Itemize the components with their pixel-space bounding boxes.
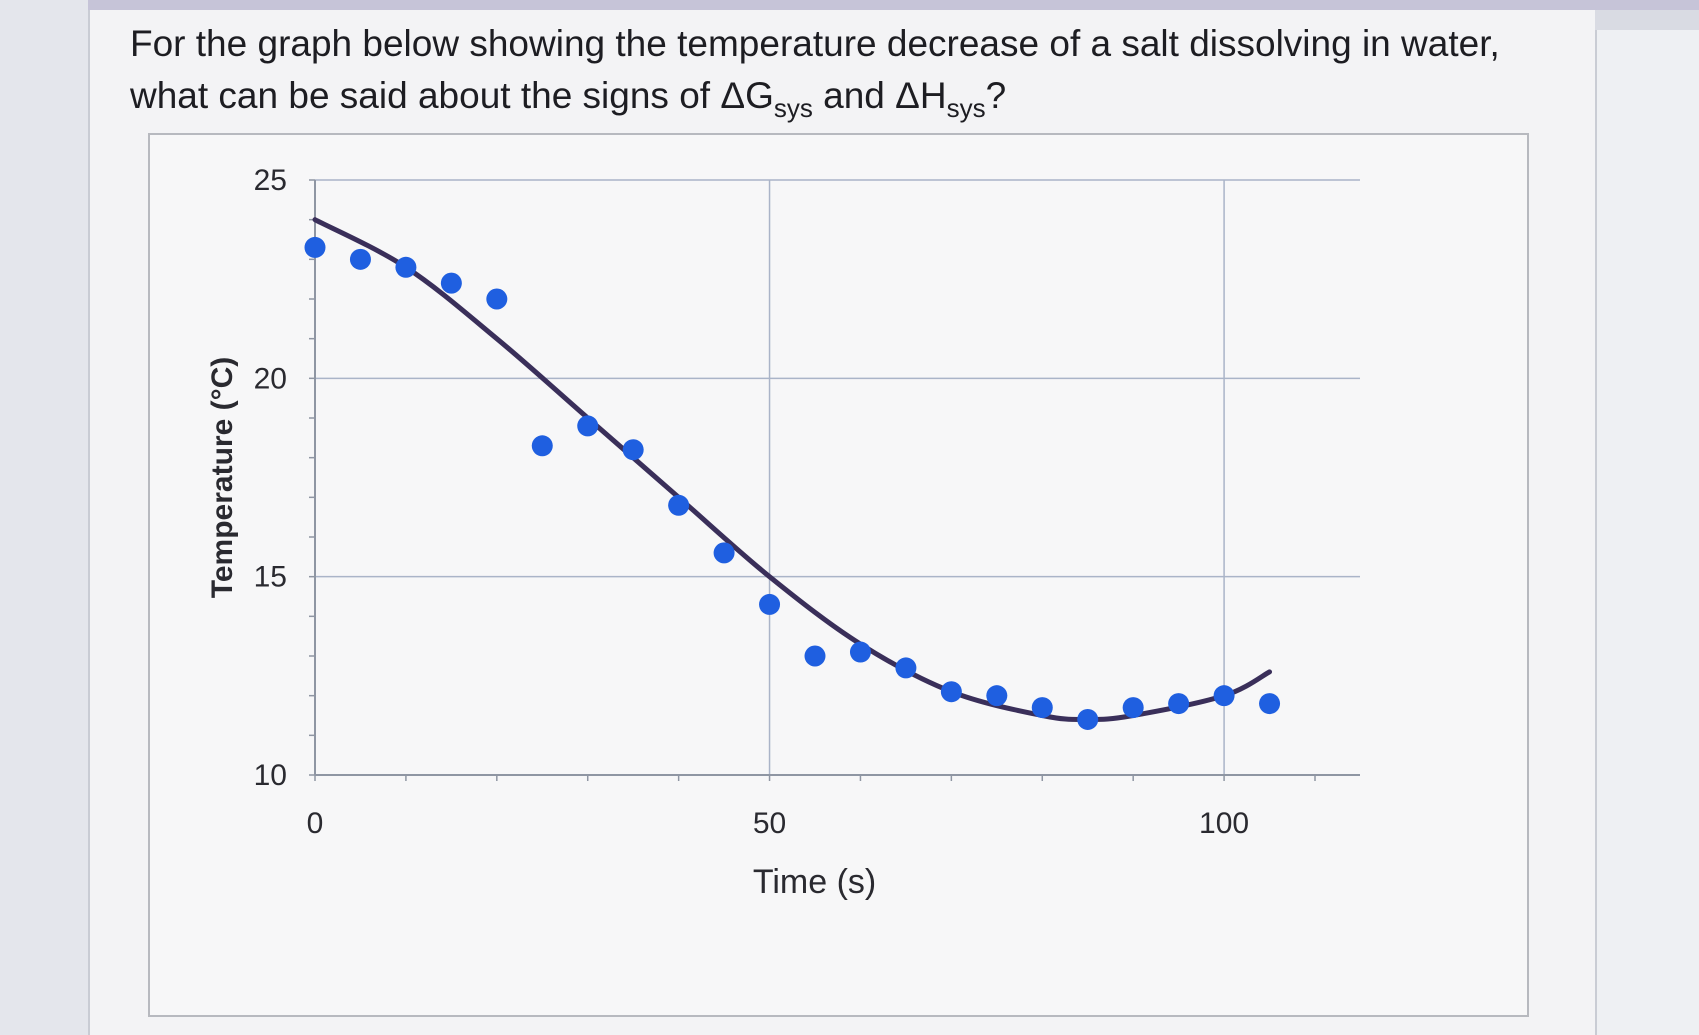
- data-point: [759, 593, 781, 615]
- data-point: [486, 288, 508, 310]
- x-tick-label: 100: [1199, 807, 1249, 840]
- data-point: [304, 236, 326, 258]
- data-point: [940, 681, 962, 703]
- question-line-1: For the graph below showing the temperat…: [130, 23, 1500, 64]
- data-point: [1213, 685, 1235, 707]
- y-tick-label: 15: [254, 561, 287, 594]
- data-point: [849, 641, 871, 663]
- question-text: For the graph below showing the temperat…: [130, 18, 1570, 134]
- and-word: and: [812, 75, 896, 116]
- h-letter: H: [919, 75, 947, 116]
- data-point: [622, 439, 644, 461]
- grid-layer: [315, 179, 1360, 775]
- data-point: [668, 494, 690, 516]
- data-point: [1077, 708, 1099, 730]
- data-point: [577, 415, 599, 437]
- x-axis-title: Time (s): [753, 863, 876, 901]
- data-point: [1031, 697, 1053, 719]
- data-point: [440, 272, 462, 294]
- question-panel: For the graph below showing the temperat…: [90, 10, 1595, 1035]
- data-point: [1259, 693, 1281, 715]
- h-subscript: sys: [946, 93, 986, 123]
- data-point: [713, 542, 735, 564]
- y-axis-title: Temperature (°C): [206, 357, 239, 598]
- chart-frame: 10 15 20 25 0 50 100 Time (s) Temperature (°C): [148, 133, 1529, 1017]
- temperature-chart: 10 15 20 25 0 50 100 Time (s) Temperature (°C): [206, 164, 1360, 901]
- axes-layer: [309, 179, 1360, 781]
- y-tick-label: 20: [254, 362, 287, 395]
- top-strip: [88, 0, 1699, 10]
- data-point: [395, 256, 417, 278]
- data-point: [804, 645, 826, 667]
- trendline: [312, 217, 1273, 722]
- y-tick-label: 10: [254, 759, 287, 792]
- g-letter: G: [745, 75, 774, 116]
- data-point: [986, 685, 1008, 707]
- x-tick-label: 50: [753, 807, 786, 840]
- data-point: [1122, 697, 1144, 719]
- delta-g-symbol: Δ: [720, 75, 746, 116]
- points-layer: [304, 236, 1281, 730]
- question-line-2: what can be said about the signs of ΔGsy…: [130, 70, 1570, 134]
- trendline-layer: [312, 217, 1273, 722]
- g-subscript: sys: [773, 93, 813, 123]
- right-side-panel: [1595, 30, 1699, 1035]
- delta-h-symbol: Δ: [895, 75, 920, 116]
- question-mark: ?: [985, 75, 1007, 116]
- y-tick-label: 25: [254, 164, 287, 197]
- screen-left-edge: [0, 0, 90, 1035]
- labels-layer: 10 15 20 25 0 50 100 Time (s) Temperature (°C): [206, 164, 1249, 901]
- data-point: [895, 657, 917, 679]
- x-tick-label: 0: [307, 807, 324, 840]
- data-point: [531, 435, 553, 457]
- data-point: [1168, 693, 1190, 715]
- data-point: [349, 248, 371, 270]
- question-line-2-text: what can be said about the signs of: [130, 75, 721, 116]
